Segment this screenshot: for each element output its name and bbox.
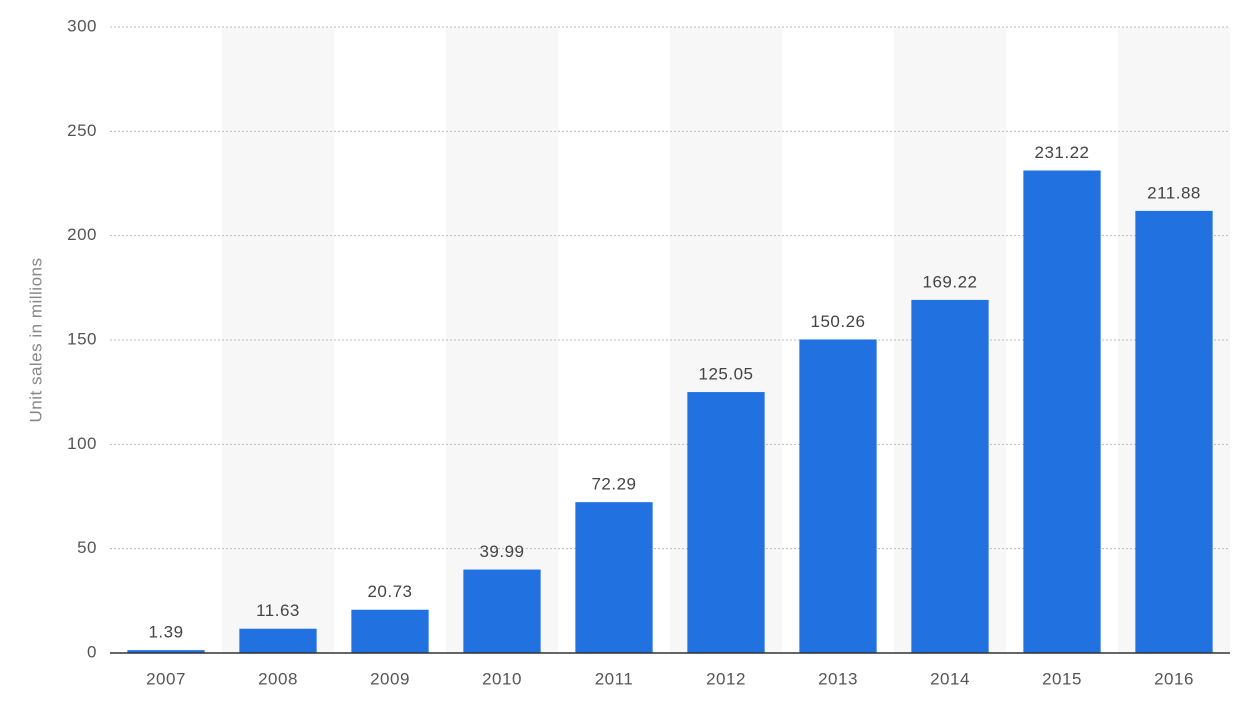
- x-tick-label: 2009: [370, 669, 410, 688]
- value-label: 150.26: [811, 312, 866, 331]
- y-tick-label: 200: [67, 225, 97, 244]
- bar: [463, 569, 541, 653]
- value-label: 231.22: [1035, 143, 1090, 162]
- value-label: 20.73: [367, 582, 412, 601]
- value-label: 169.22: [923, 272, 978, 291]
- y-tick-label: 100: [67, 434, 97, 453]
- y-tick-label: 0: [87, 642, 97, 661]
- bar: [351, 609, 429, 653]
- value-label: 125.05: [699, 365, 754, 384]
- bar: [1023, 170, 1101, 653]
- value-label: 211.88: [1147, 183, 1201, 202]
- x-tick-label: 2015: [1042, 669, 1082, 688]
- x-tick-label: 2016: [1154, 669, 1194, 688]
- y-axis-label: Unit sales in millions: [26, 258, 45, 423]
- x-tick-label: 2012: [706, 669, 746, 688]
- bar: [239, 628, 317, 653]
- y-tick-label: 50: [77, 538, 97, 557]
- x-tick-label: 2014: [930, 669, 970, 688]
- y-tick-label: 250: [67, 121, 97, 140]
- bar: [799, 339, 877, 653]
- x-tick-label: 2010: [482, 669, 522, 688]
- bar: [911, 299, 989, 653]
- value-label: 39.99: [479, 542, 524, 561]
- bar: [687, 392, 765, 653]
- value-label: 1.39: [148, 623, 183, 642]
- x-tick-label: 2011: [595, 669, 634, 688]
- value-label: 72.29: [591, 475, 636, 494]
- x-tick-label: 2007: [146, 669, 186, 688]
- x-tick-label: 2013: [818, 669, 858, 688]
- bar: [127, 650, 205, 653]
- y-tick-label: 150: [67, 329, 97, 348]
- value-label: 11.63: [256, 601, 300, 620]
- x-tick-label: 2008: [258, 669, 298, 688]
- y-tick-label: 300: [67, 16, 97, 35]
- bar: [575, 502, 653, 653]
- bar: [1135, 210, 1213, 653]
